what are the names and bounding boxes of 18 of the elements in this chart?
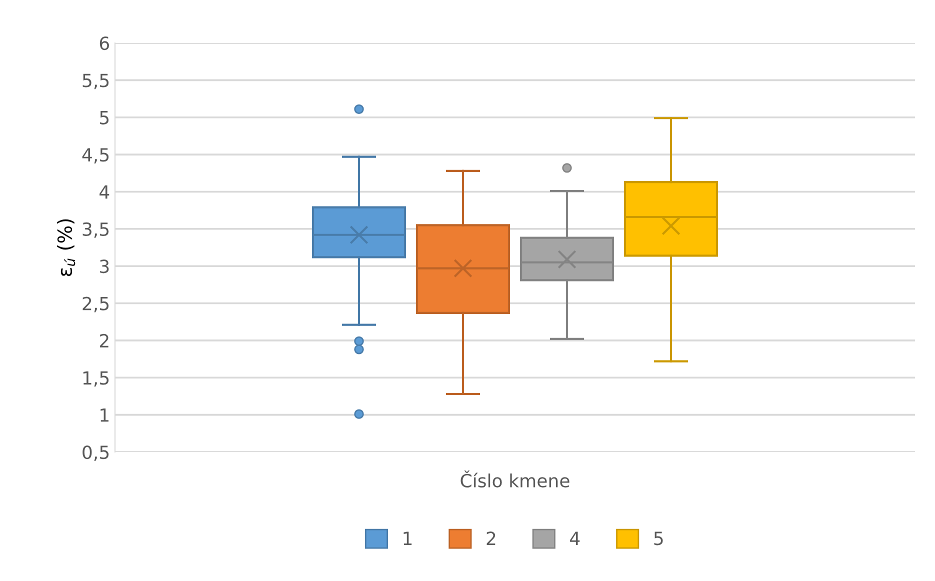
y-tick-label: 4,5 <box>82 148 109 164</box>
y-tick-label: 5 <box>100 111 109 124</box>
y-tick-label: 4 <box>100 185 110 199</box>
y-axis-title: ε$_{ú}$ (%) <box>57 219 76 276</box>
y-tick-label: 5,5 <box>82 74 109 90</box>
legend-label: 1 <box>404 532 412 545</box>
y-tick-label: 2,5 <box>82 296 109 312</box>
y-tick-label: 1,5 <box>83 371 109 387</box>
y-tick-label: 1 <box>100 408 108 422</box>
y-tick-label: 2 <box>100 334 108 348</box>
legend-label: 4 <box>570 532 580 545</box>
y-tick-label: 3 <box>100 260 109 274</box>
y-tick-label: 3,5 <box>82 222 109 238</box>
legend-label: 2 <box>486 532 496 545</box>
y-tick-label: 6 <box>100 36 109 50</box>
x-axis-title: Číslo kmene <box>460 470 570 488</box>
y-tick-label: 0,5 <box>82 445 109 461</box>
legend-label: 5 <box>654 532 663 546</box>
